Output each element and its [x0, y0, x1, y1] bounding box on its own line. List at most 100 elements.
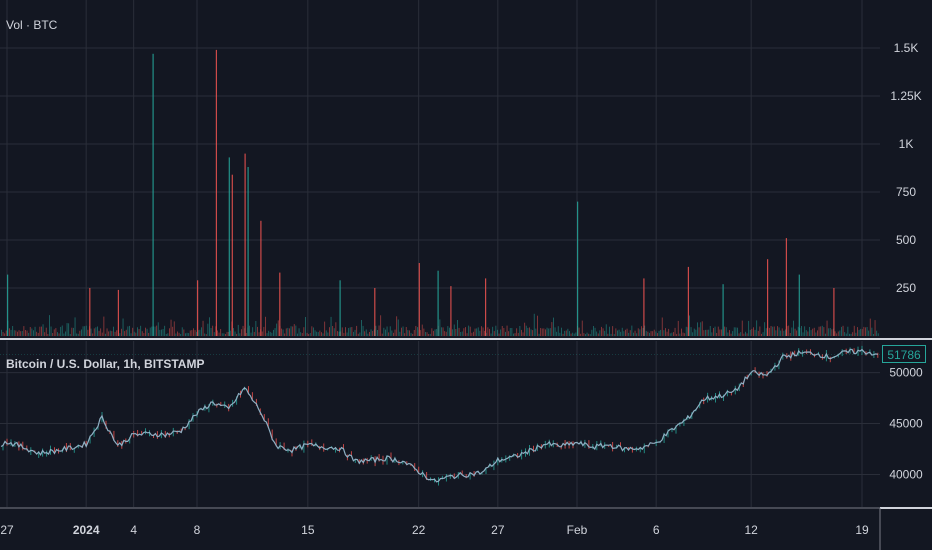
volume-bar: [705, 329, 706, 336]
volume-bar: [85, 325, 87, 336]
volume-bar: [647, 331, 649, 336]
volume-bar: [573, 333, 575, 336]
volume-bar: [517, 332, 519, 336]
volume-bar: [140, 325, 142, 336]
volume-spike: [418, 263, 420, 336]
volume-bars: [1, 313, 879, 336]
volume-bar: [724, 326, 726, 336]
volume-bar: [268, 330, 270, 336]
volume-bar: [341, 327, 343, 336]
volume-bar: [357, 333, 359, 336]
volume-bar: [77, 333, 79, 336]
volume-bar: [823, 327, 825, 336]
volume-bar: [369, 332, 370, 336]
time-axis-tick: 22: [412, 523, 426, 537]
volume-spike: [450, 286, 452, 336]
volume-bar: [620, 331, 622, 336]
volume-bar: [612, 326, 614, 336]
volume-bar: [333, 328, 335, 336]
volume-bar: [189, 330, 191, 336]
volume-bar: [509, 328, 511, 336]
volume-bar: [143, 333, 145, 336]
volume-bar: [737, 327, 738, 336]
volume-bar: [1, 329, 2, 336]
volume-bar: [257, 326, 258, 336]
volume-bar: [692, 332, 694, 336]
volume-bar: [372, 330, 374, 336]
volume-bar: [642, 328, 644, 336]
volume-bar: [209, 317, 210, 336]
volume-bar: [644, 325, 646, 336]
volume-bar: [794, 328, 796, 336]
volume-bar: [677, 320, 679, 336]
volume-bar: [793, 320, 794, 336]
volume-bar: [812, 328, 814, 336]
volume-bar: [665, 328, 666, 336]
volume-bar: [124, 331, 126, 336]
volume-bar: [431, 328, 433, 336]
volume-bar: [519, 326, 521, 336]
volume-bar: [292, 326, 294, 336]
volume-bar: [236, 333, 238, 336]
volume-bar: [825, 333, 826, 336]
volume-bar: [695, 329, 697, 336]
volume-bar: [679, 333, 681, 336]
volume-bar: [697, 322, 698, 336]
volume-bar: [225, 334, 226, 336]
last-price-badge: 51786: [882, 345, 926, 363]
volume-bar: [628, 332, 630, 336]
volume-bar: [495, 325, 497, 336]
volume-bar: [876, 330, 878, 336]
volume-bar: [868, 330, 870, 336]
volume-bar: [353, 331, 354, 336]
volume-bar: [730, 333, 732, 336]
volume-bar: [597, 333, 599, 336]
volume-bar: [394, 329, 396, 336]
volume-legend: Vol · BTC: [6, 18, 58, 32]
volume-bar: [540, 328, 542, 336]
volume-bar: [154, 326, 156, 336]
volume-bar: [239, 333, 241, 336]
volume-bar: [375, 325, 377, 336]
volume-bar: [673, 332, 674, 336]
volume-bar: [527, 327, 529, 336]
volume-bar: [474, 328, 476, 336]
volume-bar: [255, 321, 257, 336]
volume-bar: [413, 330, 415, 336]
volume-bar: [180, 334, 182, 336]
volume-bar: [754, 329, 756, 336]
volume-bar: [617, 330, 618, 336]
volume-bar: [113, 326, 114, 336]
volume-bar: [741, 320, 743, 336]
volume-bar: [831, 329, 833, 336]
volume-bar: [265, 316, 266, 336]
volume-spike: [89, 288, 91, 336]
volume-bar: [605, 324, 607, 336]
volume-bar: [471, 332, 473, 336]
volume-bar: [529, 327, 530, 336]
volume-spike: [228, 157, 230, 336]
volume-bar: [145, 327, 146, 336]
volume-bar: [860, 328, 862, 336]
volume-bar: [332, 326, 334, 336]
volume-bar: [645, 330, 647, 336]
volume-bar: [306, 332, 308, 336]
volume-bar: [506, 325, 508, 336]
volume-bar: [484, 330, 486, 336]
volume-bar: [199, 329, 201, 336]
time-axis-tick: 27: [0, 523, 14, 537]
volume-bar: [281, 328, 282, 336]
volume-bar: [87, 329, 89, 336]
volume-bar: [327, 332, 329, 336]
volume-bar: [801, 326, 802, 336]
volume-bar: [228, 332, 230, 336]
volume-bar: [63, 333, 65, 336]
volume-bar: [703, 330, 705, 336]
volume-bar: [338, 331, 340, 336]
volume-bar: [300, 332, 302, 336]
volume-bar: [434, 329, 436, 336]
volume-bar: [633, 332, 634, 336]
volume-bar: [324, 321, 326, 336]
volume-bar: [116, 330, 118, 336]
volume-bar: [796, 330, 798, 336]
